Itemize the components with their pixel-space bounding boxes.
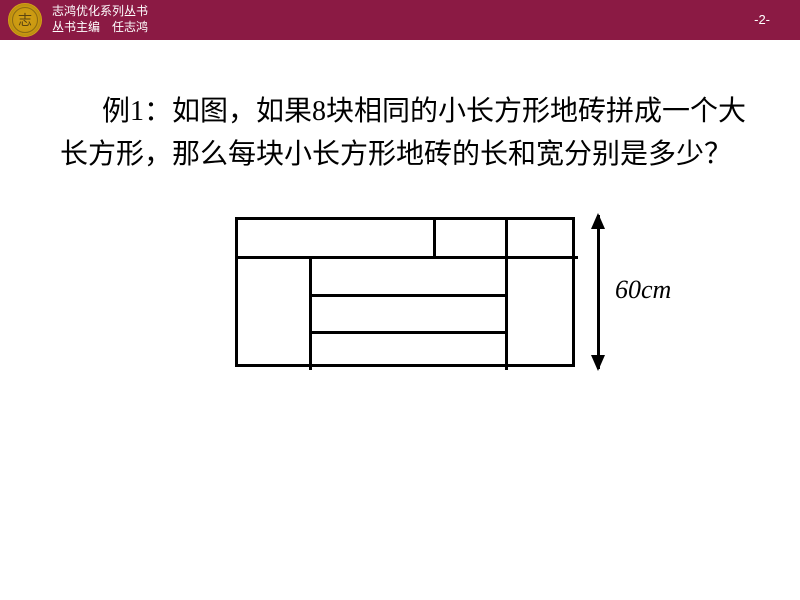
logo-badge: 志 [8,3,42,37]
slide-header: 志 志鸿优化系列丛书 丛书主编 任志鸿 -2- [0,0,800,40]
v-line-right [505,220,508,370]
h-line-2 [310,294,506,297]
v-line-top-mid [433,220,436,257]
series-title: 志鸿优化系列丛书 [52,4,148,20]
dimension-annotation: 60cm [587,215,697,369]
tile-diagram: 60cm [235,217,575,367]
v-line-left [309,257,312,370]
series-editor: 丛书主编 任志鸿 [52,20,148,36]
outer-rectangle [235,217,575,367]
slide-content: 例1：如图，如果8块相同的小长方形地砖拼成一个大长方形，那么每块小长方形地砖的长… [0,40,800,367]
arrow-up-icon [591,213,605,229]
logo-inner-icon: 志 [12,7,38,33]
page-number: -2- [754,12,770,27]
series-info: 志鸿优化系列丛书 丛书主编 任志鸿 [52,4,148,35]
h-line-1 [238,256,578,259]
problem-text: 例1：如图，如果8块相同的小长方形地砖拼成一个大长方形，那么每块小长方形地砖的长… [60,90,750,177]
diagram-container: 60cm [60,217,750,367]
h-line-3 [310,331,506,334]
dimension-line [597,215,600,369]
arrow-down-icon [591,355,605,371]
dimension-label: 60cm [615,275,671,305]
